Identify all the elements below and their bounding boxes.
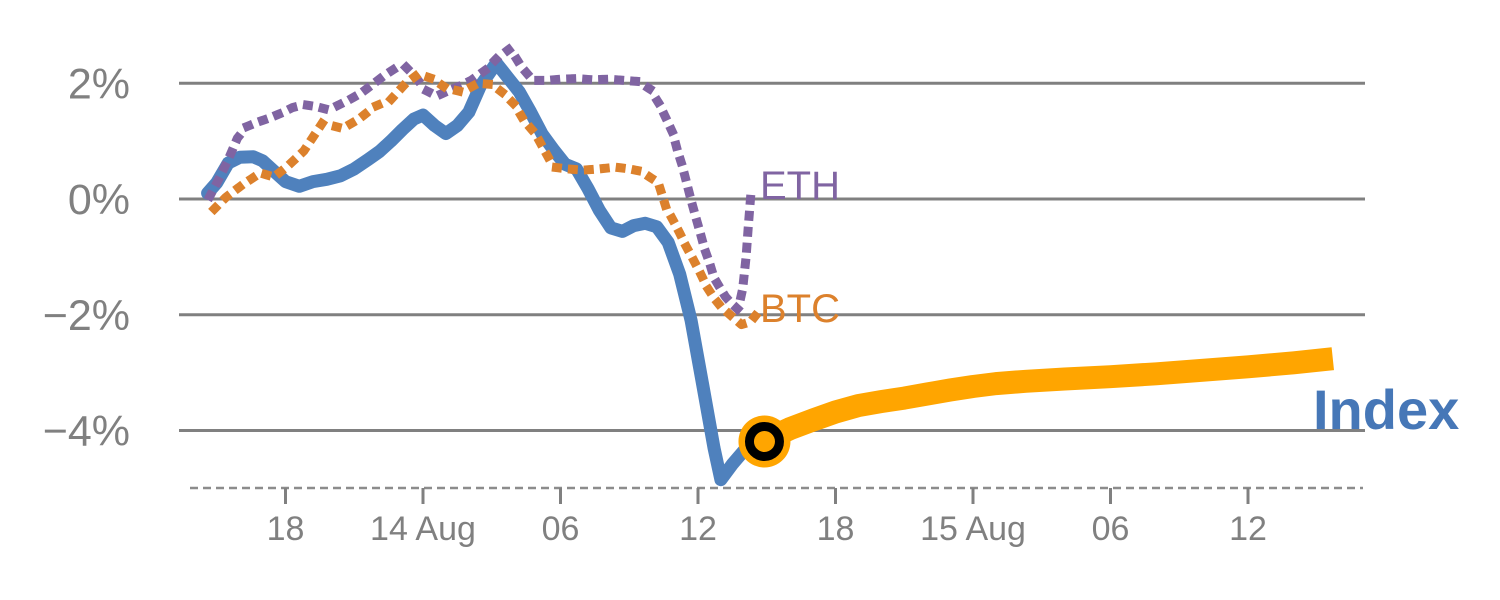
y-axis-labels: 2% 0% −2% −4% [43,60,130,455]
x-tick-label: 06 [1092,510,1130,548]
btc-series-label: BTC [760,287,840,331]
x-tick-label: 12 [679,510,717,548]
y-tick-label: −4% [43,408,130,456]
eth-series-label: ETH [760,164,840,208]
index-line [201,56,767,487]
x-tick-label: 12 [1229,510,1267,548]
series-lines [201,44,1335,487]
forecast-line [755,347,1335,454]
current-point-marker [738,415,791,468]
eth-line [203,44,756,314]
x-tick-label: 18 [267,510,305,548]
y-tick-label: 0% [68,176,130,224]
x-tick-label: 06 [542,510,580,548]
marker-ring [744,421,784,461]
x-axis: 18 14 Aug 06 12 18 15 Aug 06 12 [190,486,1363,548]
y-tick-label: 2% [68,60,130,108]
x-tick-label: 15 Aug [920,510,1026,548]
btc-line [208,69,762,330]
x-tick-label: 18 [817,510,855,548]
x-tick-label: 14 Aug [370,510,476,548]
index-series-label: Index [1313,378,1459,441]
y-tick-label: −2% [43,292,130,340]
